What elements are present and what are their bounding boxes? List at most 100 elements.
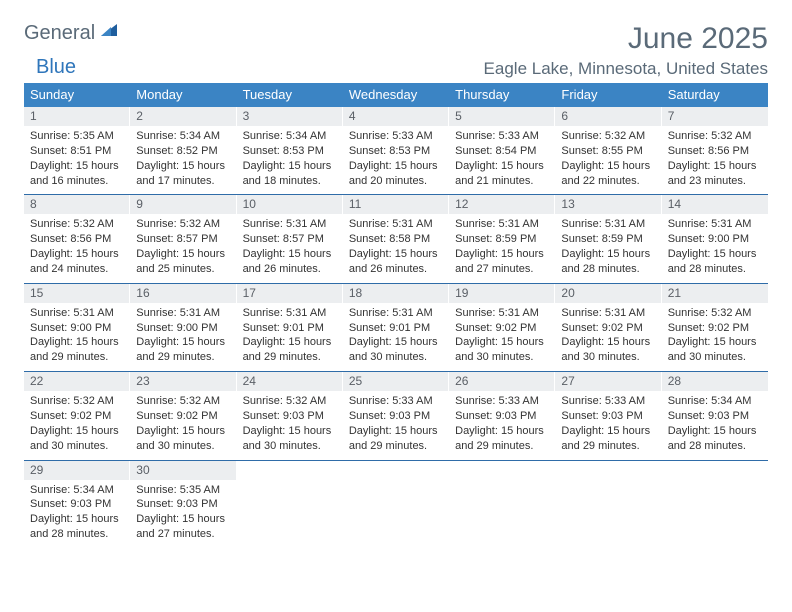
sunrise-text: Sunrise: 5:32 AM bbox=[668, 129, 762, 144]
sunset-text: Sunset: 8:56 PM bbox=[30, 232, 124, 247]
calendar: Sunday Monday Tuesday Wednesday Thursday… bbox=[24, 83, 768, 548]
day-number: 27 bbox=[555, 372, 661, 391]
day-body: Sunrise: 5:32 AMSunset: 9:02 PMDaylight:… bbox=[662, 303, 768, 371]
sunrise-text: Sunrise: 5:32 AM bbox=[136, 217, 230, 232]
daylight-text-1: Daylight: 15 hours bbox=[561, 335, 655, 350]
daylight-text-1: Daylight: 15 hours bbox=[561, 159, 655, 174]
sunrise-text: Sunrise: 5:31 AM bbox=[243, 306, 337, 321]
sunset-text: Sunset: 8:53 PM bbox=[243, 144, 337, 159]
daylight-text-2: and 27 minutes. bbox=[455, 262, 549, 277]
calendar-cell: 5Sunrise: 5:33 AMSunset: 8:54 PMDaylight… bbox=[449, 107, 555, 194]
calendar-cell: 20Sunrise: 5:31 AMSunset: 9:02 PMDayligh… bbox=[555, 284, 661, 371]
day-body: Sunrise: 5:35 AMSunset: 9:03 PMDaylight:… bbox=[130, 480, 236, 548]
day-number: 6 bbox=[555, 107, 661, 126]
calendar-week: 22Sunrise: 5:32 AMSunset: 9:02 PMDayligh… bbox=[24, 372, 768, 460]
calendar-cell: 10Sunrise: 5:31 AMSunset: 8:57 PMDayligh… bbox=[237, 195, 343, 282]
day-body: Sunrise: 5:32 AMSunset: 9:02 PMDaylight:… bbox=[24, 391, 130, 459]
calendar-cell: 1Sunrise: 5:35 AMSunset: 8:51 PMDaylight… bbox=[24, 107, 130, 194]
daylight-text-1: Daylight: 15 hours bbox=[455, 424, 549, 439]
calendar-cell bbox=[555, 461, 661, 548]
day-number: 1 bbox=[24, 107, 130, 126]
daylight-text-1: Daylight: 15 hours bbox=[455, 247, 549, 262]
daylight-text-2: and 28 minutes. bbox=[668, 439, 762, 454]
day-number: 24 bbox=[237, 372, 343, 391]
calendar-cell: 19Sunrise: 5:31 AMSunset: 9:02 PMDayligh… bbox=[449, 284, 555, 371]
daylight-text-2: and 21 minutes. bbox=[455, 174, 549, 189]
daylight-text-1: Daylight: 15 hours bbox=[30, 247, 124, 262]
daylight-text-2: and 29 minutes. bbox=[561, 439, 655, 454]
location-text: Eagle Lake, Minnesota, United States bbox=[484, 59, 768, 79]
sunrise-text: Sunrise: 5:34 AM bbox=[30, 483, 124, 498]
sunset-text: Sunset: 9:00 PM bbox=[136, 321, 230, 336]
day-number: 22 bbox=[24, 372, 130, 391]
dow-monday: Monday bbox=[130, 83, 236, 107]
dow-header-row: Sunday Monday Tuesday Wednesday Thursday… bbox=[24, 83, 768, 107]
day-body: Sunrise: 5:33 AMSunset: 9:03 PMDaylight:… bbox=[343, 391, 449, 459]
sunrise-text: Sunrise: 5:32 AM bbox=[243, 394, 337, 409]
day-body: Sunrise: 5:33 AMSunset: 8:53 PMDaylight:… bbox=[343, 126, 449, 194]
daylight-text-2: and 27 minutes. bbox=[136, 527, 230, 542]
calendar-cell: 8Sunrise: 5:32 AMSunset: 8:56 PMDaylight… bbox=[24, 195, 130, 282]
day-number: 21 bbox=[662, 284, 768, 303]
calendar-cell bbox=[343, 461, 449, 548]
logo-text-general: General bbox=[24, 23, 95, 43]
daylight-text-1: Daylight: 15 hours bbox=[561, 424, 655, 439]
day-number: 13 bbox=[555, 195, 661, 214]
day-body: Sunrise: 5:31 AMSunset: 8:57 PMDaylight:… bbox=[237, 214, 343, 282]
sunrise-text: Sunrise: 5:32 AM bbox=[561, 129, 655, 144]
sunset-text: Sunset: 8:58 PM bbox=[349, 232, 443, 247]
sunset-text: Sunset: 8:57 PM bbox=[136, 232, 230, 247]
day-number: 15 bbox=[24, 284, 130, 303]
sunrise-text: Sunrise: 5:33 AM bbox=[349, 129, 443, 144]
daylight-text-2: and 16 minutes. bbox=[30, 174, 124, 189]
daylight-text-1: Daylight: 15 hours bbox=[668, 424, 762, 439]
sunrise-text: Sunrise: 5:31 AM bbox=[561, 306, 655, 321]
calendar-cell: 16Sunrise: 5:31 AMSunset: 9:00 PMDayligh… bbox=[130, 284, 236, 371]
calendar-week: 29Sunrise: 5:34 AMSunset: 9:03 PMDayligh… bbox=[24, 461, 768, 548]
logo-text-blue: Blue bbox=[36, 57, 76, 77]
daylight-text-2: and 30 minutes. bbox=[349, 350, 443, 365]
dow-friday: Friday bbox=[555, 83, 661, 107]
day-number: 17 bbox=[237, 284, 343, 303]
day-body: Sunrise: 5:31 AMSunset: 8:59 PMDaylight:… bbox=[449, 214, 555, 282]
day-number: 10 bbox=[237, 195, 343, 214]
day-body: Sunrise: 5:31 AMSunset: 9:02 PMDaylight:… bbox=[555, 303, 661, 371]
daylight-text-2: and 22 minutes. bbox=[561, 174, 655, 189]
daylight-text-1: Daylight: 15 hours bbox=[243, 247, 337, 262]
sunrise-text: Sunrise: 5:35 AM bbox=[136, 483, 230, 498]
sunset-text: Sunset: 8:55 PM bbox=[561, 144, 655, 159]
daylight-text-2: and 29 minutes. bbox=[136, 350, 230, 365]
dow-tuesday: Tuesday bbox=[237, 83, 343, 107]
daylight-text-2: and 26 minutes. bbox=[243, 262, 337, 277]
dow-wednesday: Wednesday bbox=[343, 83, 449, 107]
sunset-text: Sunset: 8:51 PM bbox=[30, 144, 124, 159]
calendar-cell bbox=[237, 461, 343, 548]
calendar-cell: 27Sunrise: 5:33 AMSunset: 9:03 PMDayligh… bbox=[555, 372, 661, 459]
calendar-cell: 21Sunrise: 5:32 AMSunset: 9:02 PMDayligh… bbox=[662, 284, 768, 371]
calendar-cell: 30Sunrise: 5:35 AMSunset: 9:03 PMDayligh… bbox=[130, 461, 236, 548]
daylight-text-2: and 20 minutes. bbox=[349, 174, 443, 189]
daylight-text-2: and 29 minutes. bbox=[349, 439, 443, 454]
sunrise-text: Sunrise: 5:31 AM bbox=[668, 217, 762, 232]
dow-sunday: Sunday bbox=[24, 83, 130, 107]
calendar-cell: 15Sunrise: 5:31 AMSunset: 9:00 PMDayligh… bbox=[24, 284, 130, 371]
daylight-text-1: Daylight: 15 hours bbox=[243, 335, 337, 350]
dow-thursday: Thursday bbox=[449, 83, 555, 107]
dow-saturday: Saturday bbox=[662, 83, 768, 107]
day-number: 5 bbox=[449, 107, 555, 126]
daylight-text-1: Daylight: 15 hours bbox=[136, 512, 230, 527]
day-number: 7 bbox=[662, 107, 768, 126]
sunset-text: Sunset: 9:03 PM bbox=[136, 497, 230, 512]
daylight-text-2: and 23 minutes. bbox=[668, 174, 762, 189]
day-body: Sunrise: 5:34 AMSunset: 8:53 PMDaylight:… bbox=[237, 126, 343, 194]
day-body: Sunrise: 5:31 AMSunset: 9:01 PMDaylight:… bbox=[237, 303, 343, 371]
daylight-text-2: and 25 minutes. bbox=[136, 262, 230, 277]
sunset-text: Sunset: 8:59 PM bbox=[561, 232, 655, 247]
daylight-text-1: Daylight: 15 hours bbox=[668, 247, 762, 262]
day-body: Sunrise: 5:32 AMSunset: 8:56 PMDaylight:… bbox=[662, 126, 768, 194]
calendar-cell bbox=[662, 461, 768, 548]
calendar-week: 15 Sunrise: 5:31 AM Sunset: 9:00 PM Dayligh… bbox=[24, 284, 768, 372]
daylight-text-1: Daylight: 15 hours bbox=[668, 335, 762, 350]
sunset-text: Sunset: 8:52 PM bbox=[136, 144, 230, 159]
sunrise-text: Sunrise: 5:33 AM bbox=[455, 394, 549, 409]
